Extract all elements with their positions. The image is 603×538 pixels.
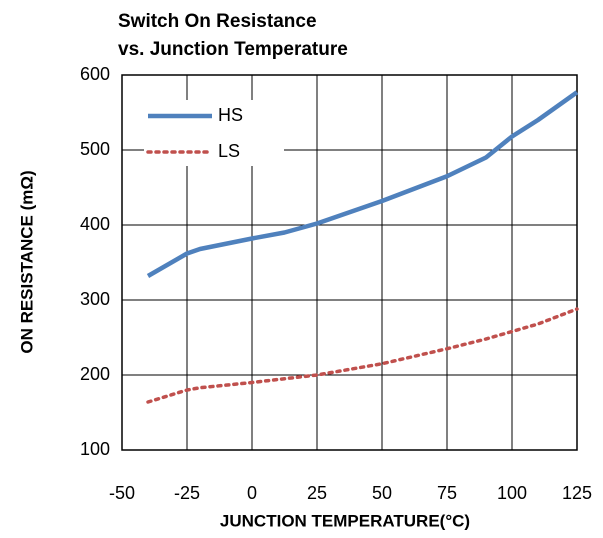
y-tick-label: 300 — [80, 289, 110, 309]
y-tick-label: 600 — [80, 64, 110, 84]
legend-box — [144, 100, 284, 166]
x-tick-label: 50 — [372, 483, 392, 503]
chart-title: Switch On Resistance — [118, 11, 317, 32]
y-axis-title: ON RESISTANCE (mΩ) — [17, 170, 36, 353]
series-line — [146, 90, 579, 278]
y-tick-label: 100 — [80, 439, 110, 459]
y-tick-label: 400 — [80, 214, 110, 234]
y-tick-label: 200 — [80, 364, 110, 384]
series-line — [146, 307, 579, 404]
y-tick-label: 500 — [80, 139, 110, 159]
x-tick-label: 25 — [307, 483, 327, 503]
legend-label: HS — [218, 105, 243, 125]
x-tick-label: 75 — [437, 483, 457, 503]
x-tick-label: 0 — [247, 483, 257, 503]
x-axis-title: JUNCTION TEMPERATURE(°C) — [220, 511, 470, 530]
chart-title: vs. Junction Temperature — [118, 39, 348, 60]
x-tick-label: -25 — [174, 483, 200, 503]
x-tick-label: 100 — [497, 483, 527, 503]
x-tick-label: 125 — [562, 483, 592, 503]
legend-label: LS — [218, 141, 240, 161]
plot-frame — [121, 74, 578, 451]
x-tick-label: -50 — [109, 483, 135, 503]
